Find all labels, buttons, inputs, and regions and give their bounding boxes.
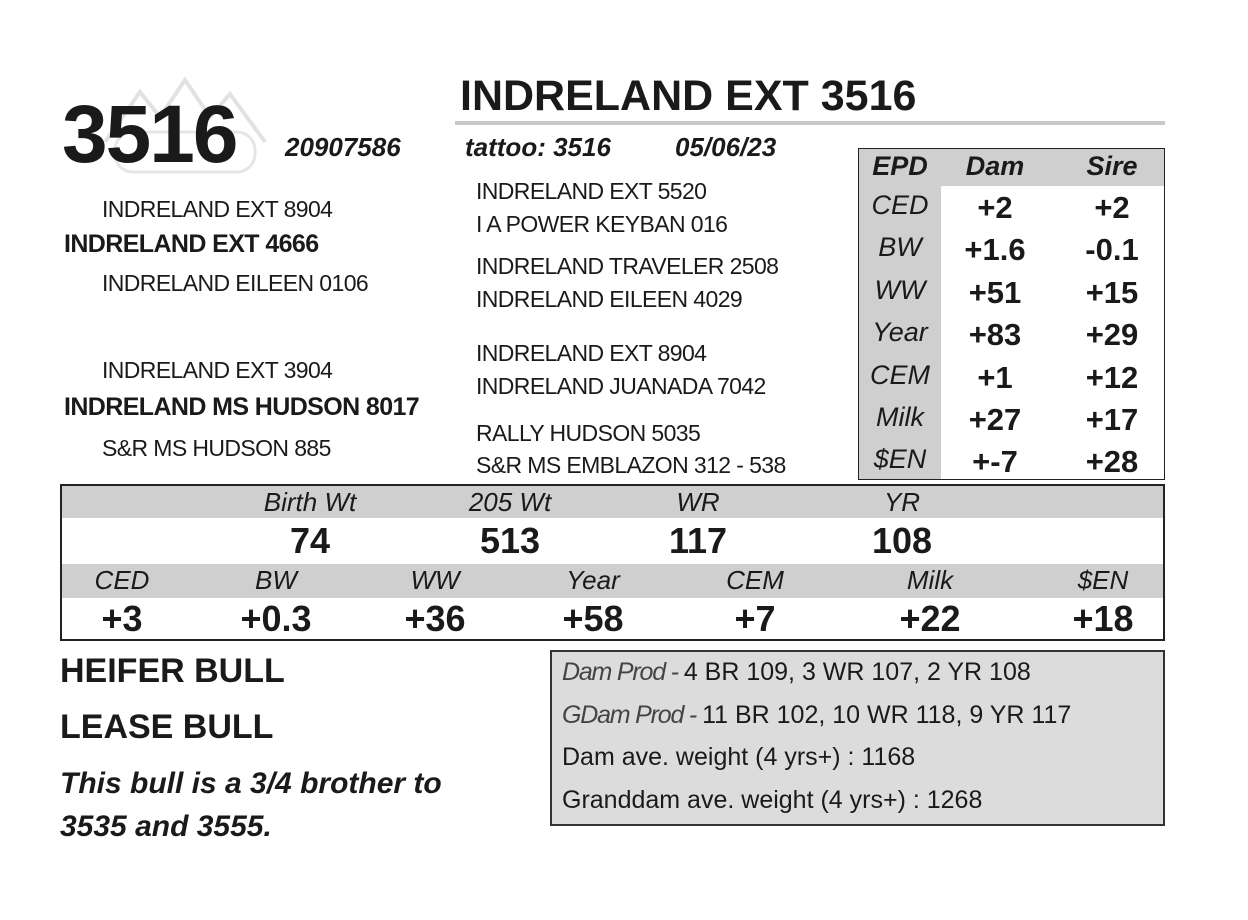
pedigree-third: I A POWER KEYBAN 016 [476, 211, 728, 237]
performance-header: Birth Wt [263, 487, 357, 517]
parent-epd-header: Dam [965, 151, 1025, 181]
pedigree-third: INDRELAND EXT 5520 [476, 178, 707, 204]
parent-epd-value: +-7 [972, 444, 1018, 480]
production-text: 11 BR 102, 10 WR 118, 9 YR 117 [702, 700, 1072, 729]
epd-header: Year [566, 565, 620, 595]
production-text: 4 BR 109, 3 WR 107, 2 YR 108 [683, 658, 1031, 686]
production-label: GDam Prod - [562, 700, 697, 729]
birth-date: 05/06/23 [675, 132, 777, 162]
epd-value: +58 [562, 598, 624, 639]
production-box: Dam Prod -4 BR 109, 3 WR 107, 2 YR 108 GD… [550, 650, 1165, 826]
parent-epd-value: +17 [1085, 402, 1139, 437]
production-line: Dam ave. weight (4 yrs+) : 1168 [562, 743, 915, 772]
pedigree-dam-sire: INDRELAND EXT 3904 [102, 357, 333, 383]
parent-epd-value: +15 [1085, 274, 1139, 310]
registration: 20907586 [285, 132, 401, 162]
pedigree-third: S&R MS EMBLAZON 312 - 538 [476, 452, 786, 478]
pedigree-dam: INDRELAND MS HUDSON 8017 [64, 393, 420, 421]
parent-epd-label-bg [859, 149, 941, 479]
parent-epd-header: EPD [872, 151, 928, 181]
pedigree-third: INDRELAND EILEEN 4029 [476, 286, 743, 312]
production-text: Dam ave. weight (4 yrs+) : 1168 [562, 743, 916, 771]
title-rule [455, 121, 1165, 125]
pedigree-dam-dam: S&R MS HUDSON 885 [102, 435, 331, 461]
pedigree-third: INDRELAND TRAVELER 2508 [476, 253, 779, 279]
parent-epd-trait: CED [871, 190, 929, 220]
epd-header: CEM [726, 565, 784, 595]
performance-header: YR [883, 487, 921, 517]
lot-number: 3516 [62, 89, 238, 180]
parent-epd-value: +2 [977, 190, 1013, 225]
epd-header: $EN [1077, 565, 1129, 595]
parent-epd-value: +51 [968, 274, 1022, 310]
pedigree-sire-sire: INDRELAND EXT 8904 [102, 196, 333, 222]
animal-name: INDRELAND EXT 3516 [460, 72, 917, 120]
parent-epd-trait: CEM [870, 359, 930, 390]
logo [103, 76, 267, 174]
logo-frame [113, 130, 257, 174]
epd-header: BW [255, 565, 297, 595]
epd-value: +36 [404, 598, 466, 639]
production-text: Granddam ave. weight (4 yrs+) : 1268 [562, 785, 983, 814]
performance-header-bg [62, 486, 1163, 518]
epd-value: +3 [101, 598, 143, 639]
performance-header: 205 Wt [468, 487, 552, 517]
note: LEASE BULL [60, 708, 274, 746]
tattoo: tattoo: 3516 [465, 132, 611, 162]
performance-header: WR [676, 487, 720, 517]
parent-epd-trait: BW [878, 232, 922, 263]
parent-epd-value: +1.6 [964, 232, 1026, 268]
performance-value: 513 [479, 520, 541, 561]
epd-value: +22 [899, 598, 961, 639]
performance-value: 117 [668, 520, 728, 561]
performance-value: 108 [871, 520, 933, 561]
pedigree-sire-dam: INDRELAND EILEEN 0106 [102, 270, 369, 296]
parent-epd-table: EPD Dam Sire CED +2 +2 BW +1.6 -0.1 WW +51 +15 Year +… [858, 148, 1165, 480]
parent-epd-trait: $EN [873, 444, 927, 475]
parent-epd-value: +2 [1094, 190, 1130, 225]
pedigree-third: INDRELAND EXT 8904 [476, 340, 707, 366]
remark: This bull is a 3/4 brother to 3535 and 3… [60, 767, 442, 843]
parent-epd-trait: Milk [876, 402, 924, 432]
pedigree-third: RALLY HUDSON 5035 [476, 420, 701, 446]
pedigree-third: INDRELAND JUANADA 7042 [476, 373, 766, 399]
parent-epd-value: +12 [1085, 359, 1139, 395]
epd-header-bg [62, 564, 1163, 598]
logo-mountains [103, 76, 267, 144]
parent-epd-value: -0.1 [1085, 232, 1139, 268]
epd-value: +7 [734, 598, 776, 639]
production-line: GDam Prod -11 BR 102, 10 WR 118, 9 YR 11… [562, 701, 1071, 730]
epd-value: +0.3 [240, 598, 312, 639]
epd-header: CED [94, 565, 150, 595]
parent-epd-value: +1 [977, 359, 1013, 395]
production-line: Dam Prod -4 BR 109, 3 WR 107, 2 YR 108 [562, 658, 1031, 687]
performance-value: 74 [289, 520, 331, 561]
parent-epd-trait: WW [874, 274, 926, 305]
parent-epd-trait: Year [872, 317, 928, 348]
production-line: Granddam ave. weight (4 yrs+) : 1268 [562, 786, 982, 815]
note: HEIFER BULL [60, 652, 285, 690]
performance-box: Birth Wt 74 205 Wt 513 WR 117 YR 108 CED +3 BW +0.3… [60, 484, 1165, 641]
parent-epd-value: +28 [1085, 444, 1139, 480]
production-label: Dam Prod - [562, 658, 679, 686]
parent-epd-value: +83 [968, 317, 1022, 353]
pedigree-sire: INDRELAND EXT 4666 [64, 230, 319, 258]
epd-header: Milk [906, 565, 954, 595]
parent-epd-value: +29 [1085, 317, 1139, 353]
parent-epd-header: Sire [1086, 151, 1138, 181]
parent-epd-value: +27 [968, 402, 1022, 437]
epd-value: +18 [1072, 598, 1134, 639]
epd-header: WW [410, 565, 460, 595]
